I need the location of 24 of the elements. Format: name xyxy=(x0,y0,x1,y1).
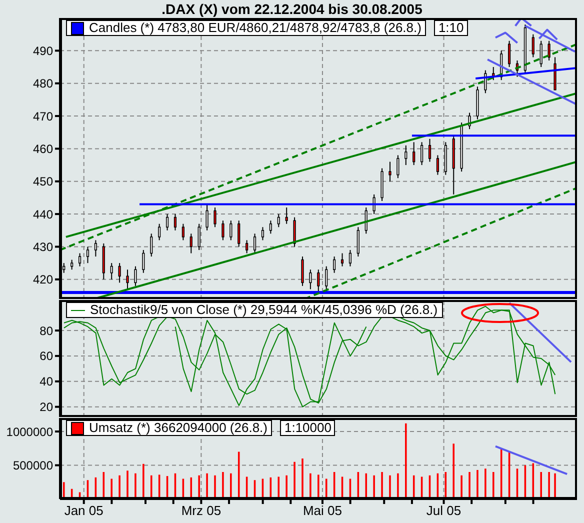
x-tick-label: Jul 05 xyxy=(426,503,462,518)
y-tick-label: 490 xyxy=(32,44,54,58)
y-tick-label: 440 xyxy=(32,207,54,222)
annotation: 1:10 xyxy=(434,20,468,36)
y-tick-label: 430 xyxy=(32,240,54,254)
x-tick-label: Mrz 05 xyxy=(181,503,222,518)
annotation: 1:10000 xyxy=(280,420,336,436)
y-tick-label: 80 xyxy=(40,324,54,338)
legend-label: Umsatz (*) 3662094000 (26.8.) xyxy=(89,420,268,435)
y-tick-label: 60 xyxy=(40,349,54,364)
y-tick-label: 470 xyxy=(32,109,54,124)
x-tick-label: Jan 05 xyxy=(64,503,104,518)
y-tick-label: 460 xyxy=(32,142,54,156)
y-tick-label: 450 xyxy=(32,174,54,189)
y-tick-label: 500000 xyxy=(12,458,54,473)
y-tick-label: 420 xyxy=(32,272,54,287)
y-tick-label: 40 xyxy=(40,374,54,389)
y-tick-label: 1000000 xyxy=(6,424,54,439)
x-tick-label: Mai 05 xyxy=(302,503,342,518)
text: Candles (*) 4783,80 EUR/4860,21/4878,92/4783,8 (26.8.) xyxy=(89,20,422,35)
y-tick-label: 20 xyxy=(40,400,54,414)
legend-label: Stochastik9/5 von Close (*) 29,5944 %K/45,0396 %D (26.8.) xyxy=(90,302,438,317)
y-tick-label: 480 xyxy=(32,76,54,91)
chart-title: .DAX (X) vom 22.12.2004 bis 30.08.2005 xyxy=(160,0,424,18)
